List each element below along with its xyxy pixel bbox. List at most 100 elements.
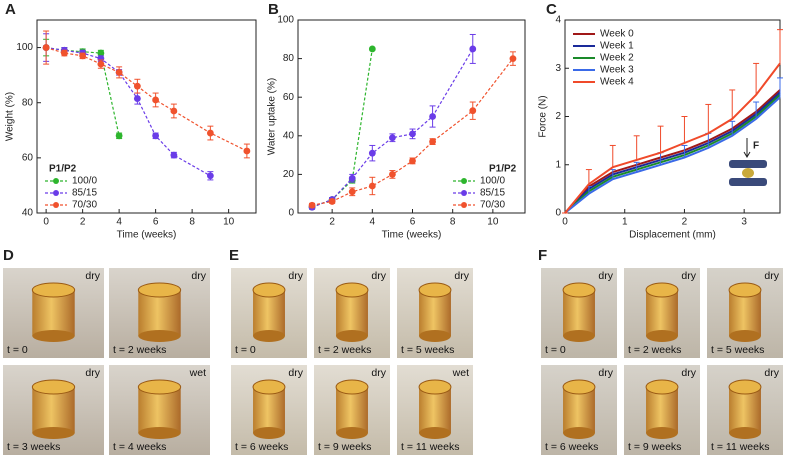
photo-time: t = 0	[7, 344, 28, 356]
sample-top	[562, 282, 596, 298]
data-point	[328, 198, 336, 205]
photo-condition: dry	[598, 367, 613, 379]
data-point	[170, 107, 178, 115]
photo-condition: dry	[85, 367, 100, 379]
sample-body	[253, 387, 285, 433]
photo-condition: dry	[191, 270, 206, 282]
x-tick-label: 2	[329, 217, 335, 228]
legend-label: 100/0	[480, 176, 505, 187]
sample-top	[728, 379, 762, 395]
sample-bottom	[253, 330, 285, 342]
y-axis-label: Water uptake (%)	[267, 78, 278, 155]
data-point	[152, 132, 160, 140]
legend-label: Week 4	[600, 77, 634, 88]
sample-body	[729, 290, 761, 336]
series-line	[311, 48, 474, 208]
photo-condition: dry	[288, 270, 303, 282]
photo-condition: dry	[681, 367, 696, 379]
legend-label: 85/15	[480, 188, 505, 199]
data-point	[348, 188, 356, 196]
plot-frame	[297, 19, 526, 214]
data-point	[42, 44, 50, 51]
data-point	[97, 60, 105, 68]
sample-top	[31, 282, 76, 298]
series-line	[45, 47, 248, 152]
y-axis-label: Weight (%)	[5, 92, 16, 141]
data-point	[133, 95, 141, 102]
x-tick-label: 4	[370, 217, 376, 228]
photo-condition: dry	[681, 270, 696, 282]
legend-label: 85/15	[72, 188, 97, 199]
sample-top	[137, 282, 182, 298]
photo-time: t = 2 weeks	[113, 344, 166, 356]
y-tick-label: 3	[555, 63, 561, 74]
x-axis-label: Time (weeks)	[117, 230, 177, 241]
annotation: F	[753, 141, 759, 152]
sample-body	[138, 290, 181, 336]
x-tick-label: 2	[80, 217, 86, 228]
data-point	[509, 55, 517, 62]
sample-top	[728, 282, 762, 298]
data-point	[348, 174, 356, 182]
legend-marker	[461, 178, 467, 184]
legend-label: 70/30	[480, 200, 505, 211]
x-tick-label: 0	[562, 217, 568, 228]
y-tick-label: 60	[283, 92, 295, 103]
photo-time: t = 6 weeks	[545, 441, 598, 453]
x-axis-label: Displacement (mm)	[629, 230, 716, 241]
data-point	[389, 134, 396, 142]
sample-bottom	[646, 330, 678, 342]
sample-top	[335, 379, 369, 395]
legend-marker	[53, 190, 59, 196]
data-point	[368, 45, 376, 53]
legend-title: P1/P2	[49, 164, 77, 175]
sample-bottom	[32, 427, 75, 439]
sample-bottom	[253, 427, 285, 439]
sample-body	[32, 387, 75, 433]
series-line	[46, 47, 211, 177]
chart: C 0 1 2 3 4 0 1 2 3 Displacement (mm) Force (N) Week…	[538, 1, 783, 241]
photo-condition: dry	[288, 367, 303, 379]
sample-body	[729, 387, 761, 433]
sample-bottom	[563, 427, 595, 439]
photo-condition: wet	[189, 367, 206, 379]
x-axis-label: Time (weeks)	[382, 230, 442, 241]
y-tick-label: 4	[555, 15, 561, 26]
photo-time: t = 0	[235, 344, 256, 356]
sample-body	[32, 290, 75, 336]
sample-top	[252, 379, 286, 395]
legend-marker	[53, 202, 59, 208]
sample-bottom	[336, 330, 368, 342]
legend-label: Week 2	[600, 53, 634, 64]
legend-label: 100/0	[72, 176, 97, 187]
photo-time: t = 2 weeks	[318, 344, 371, 356]
photo-condition: dry	[598, 270, 613, 282]
sample-top	[137, 379, 182, 395]
legend-label: Week 0	[600, 29, 634, 40]
data-point	[429, 113, 436, 120]
y-tick-label: 20	[283, 169, 295, 180]
sample-bottom	[729, 427, 761, 439]
sample-top	[252, 282, 286, 298]
photo-condition: wet	[452, 367, 469, 379]
data-point	[389, 171, 396, 178]
data-point	[152, 96, 160, 104]
y-axis-label: Force (N)	[538, 95, 549, 137]
sample-body	[336, 387, 368, 433]
photo-condition: dry	[371, 270, 386, 282]
x-tick-label: 10	[487, 217, 499, 228]
data-point	[409, 157, 416, 165]
plot-frame	[36, 19, 257, 214]
photo-time: t = 5 weeks	[711, 344, 764, 356]
photo-condition: dry	[85, 270, 100, 282]
panel-label: A	[5, 1, 16, 18]
sample-top	[418, 282, 452, 298]
sample-bottom	[646, 427, 678, 439]
data-point	[243, 147, 251, 155]
legend-marker	[461, 190, 467, 196]
sample-bottom	[32, 330, 75, 342]
sample-body	[646, 387, 678, 433]
y-tick-label: 0	[288, 208, 294, 219]
